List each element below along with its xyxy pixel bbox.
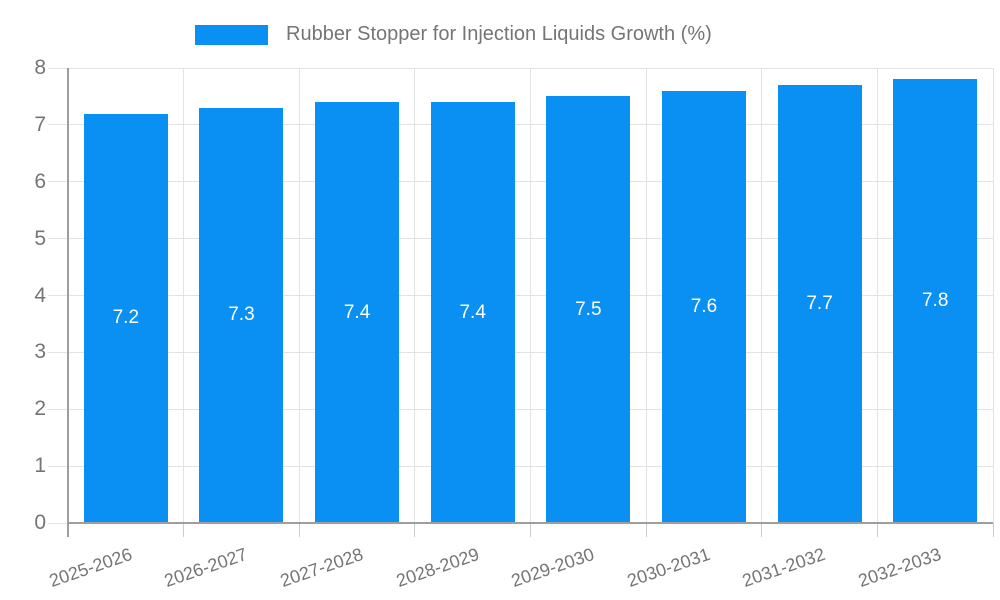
bar-value-label: 7.6: [690, 295, 718, 317]
legend-label[interactable]: Rubber Stopper for Injection Liquids Gro…: [286, 23, 712, 45]
x-tick-label: 2026-2027: [162, 544, 250, 591]
y-tick-label: 6: [34, 169, 46, 193]
y-tick-label: 5: [34, 226, 46, 250]
y-tick-label: 4: [34, 283, 46, 307]
bar-value-label: 7.7: [806, 293, 833, 315]
v-gridline: [876, 68, 878, 523]
x-tick-label: 2030-2031: [624, 544, 713, 591]
y-tick-label: 7: [34, 112, 46, 136]
bar[interactable]: [777, 85, 862, 523]
x-tick: [414, 523, 416, 537]
bar-value-label: 7.2: [112, 307, 140, 329]
x-tick-label: 2029-2030: [508, 544, 597, 591]
y-axis-line: [67, 68, 69, 537]
y-tick-label: 3: [34, 340, 46, 364]
y-tick-label: 8: [34, 56, 46, 79]
y-tick-label: 1: [34, 454, 46, 478]
x-tick: [761, 523, 763, 537]
bar[interactable]: [315, 102, 400, 523]
bar[interactable]: [893, 79, 978, 523]
h-gridline: [48, 522, 68, 524]
bar-value-label: 7.3: [228, 304, 255, 326]
x-tick: [530, 523, 531, 537]
x-tick: [992, 523, 994, 537]
bar[interactable]: [83, 113, 168, 523]
x-tick-label: 2027-2028: [277, 544, 366, 591]
bar-value-label: 7.4: [343, 301, 371, 323]
v-gridline: [298, 68, 300, 523]
bar-value-label: 7.8: [921, 290, 949, 312]
x-tick: [183, 523, 185, 537]
v-gridline: [414, 68, 416, 523]
x-tick-label: 2032-2033: [855, 544, 944, 591]
x-tick: [298, 523, 300, 537]
bar[interactable]: [199, 107, 284, 523]
h-gridline: [48, 67, 993, 69]
v-gridline: [183, 68, 185, 523]
v-gridline: [645, 68, 647, 523]
v-gridline: [761, 68, 763, 523]
bar[interactable]: [546, 96, 631, 523]
x-tick: [876, 523, 878, 537]
bar[interactable]: [430, 102, 515, 523]
x-tick-label: 2028-2029: [393, 544, 482, 591]
v-gridline: [992, 68, 994, 523]
x-tick: [645, 523, 647, 537]
y-tick-label: 0: [34, 511, 46, 534]
x-tick-label: 2031-2032: [740, 544, 829, 591]
bar-value-label: 7.4: [459, 301, 486, 323]
y-tick-label: 2: [34, 397, 46, 421]
legend-swatch[interactable]: [195, 25, 268, 45]
x-tick-label: 2025-2026: [46, 544, 135, 591]
bar[interactable]: [661, 90, 746, 523]
bar-value-label: 7.5: [575, 298, 602, 320]
v-gridline: [530, 68, 531, 523]
